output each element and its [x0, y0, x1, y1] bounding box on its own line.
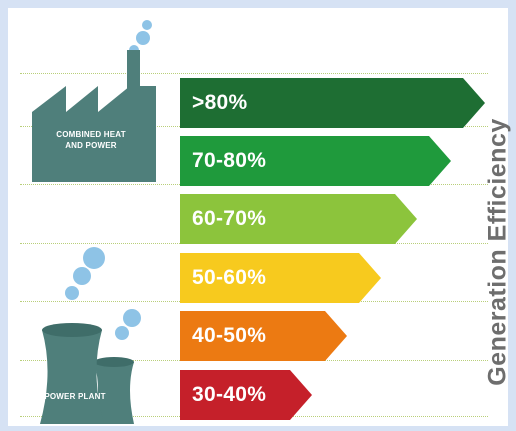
chp-label: COMBINED HEAT AND POWER [36, 129, 146, 151]
efficiency-bar-70-80: 70-80% [180, 136, 451, 186]
axis-title: Generation Efficiency [483, 118, 512, 386]
bar-label: 50-60% [192, 266, 267, 289]
chp-label-line1: COMBINED HEAT [56, 130, 126, 139]
bar-label: 60-70% [192, 207, 267, 230]
efficiency-bar-30-40: 30-40% [180, 370, 312, 420]
efficiency-bar-40-50: 40-50% [180, 311, 347, 361]
bar-label: 40-50% [192, 324, 267, 347]
bar-label: 30-40% [192, 383, 267, 406]
efficiency-bar-80-plus: >80% [180, 78, 485, 128]
bar-label: 70-80% [192, 149, 267, 172]
power-plant-icon [32, 238, 182, 426]
chp-label-line2: AND POWER [65, 141, 117, 150]
bar-label: >80% [192, 91, 248, 114]
power-plant-label: POWER PLANT [44, 392, 106, 401]
figure-panel: COMBINED HEAT AND POWER POWER PLANT >80% [8, 8, 508, 426]
chp-factory-icon [26, 8, 176, 188]
efficiency-bar-50-60: 50-60% [180, 253, 381, 303]
guide-line [20, 73, 488, 74]
efficiency-bar-60-70: 60-70% [180, 194, 417, 244]
